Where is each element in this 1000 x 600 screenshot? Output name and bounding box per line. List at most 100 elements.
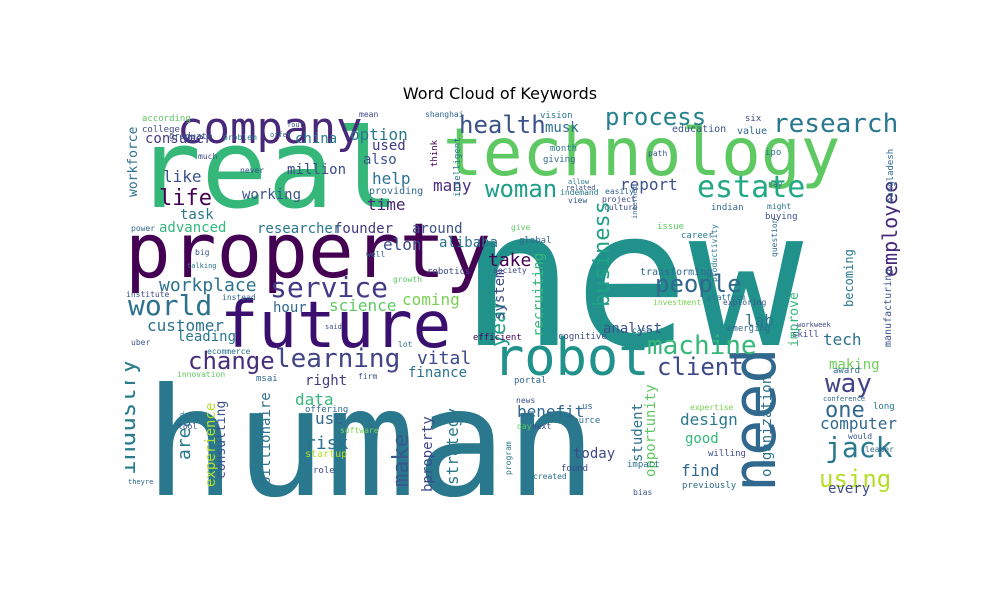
word-around: around <box>412 221 463 237</box>
word-machine: machine <box>647 331 757 361</box>
word-workforce: workforce <box>126 126 141 197</box>
word-related: related <box>566 184 596 192</box>
word-lab: lab <box>745 311 774 330</box>
word-employee: employee <box>878 181 900 277</box>
word-tool: tool <box>178 422 197 431</box>
word-estate: estate <box>697 170 805 205</box>
word-project: project <box>602 195 636 204</box>
word-elon: elon <box>383 235 422 254</box>
word-lot: lot <box>398 340 413 349</box>
word-startup: startup <box>305 449 347 460</box>
word-risk: risk <box>305 433 349 454</box>
word-growth: growth <box>393 275 422 284</box>
word-student: student <box>630 403 646 462</box>
word-computer: computer <box>820 414 897 433</box>
word-found: found <box>561 464 588 474</box>
word-real: real <box>135 107 400 233</box>
chart-title: Word Cloud of Keywords <box>402 84 598 103</box>
word-option: option <box>350 125 408 144</box>
word-previously: previously <box>682 481 737 491</box>
word-education: education <box>672 124 726 135</box>
word-experience: experience <box>203 403 219 487</box>
word-billionaire: billionaire <box>258 392 274 485</box>
word-right: right <box>305 373 347 389</box>
word-leader: leader <box>865 445 894 454</box>
word-award: award <box>833 366 860 376</box>
word-expertise: expertise <box>690 403 734 412</box>
word-view: view <box>568 196 587 205</box>
word-coming: coming <box>402 290 460 309</box>
word-advanced: advanced <box>159 220 226 236</box>
word-design: design <box>680 410 738 429</box>
word-emerging: emerging <box>727 324 770 334</box>
word-created: created <box>533 472 567 481</box>
word-process: process <box>605 107 706 131</box>
word-four: four <box>287 121 304 129</box>
word-never: never <box>240 166 264 175</box>
word-culture: culture <box>604 203 638 212</box>
word-bproperty: bproperty <box>420 416 436 492</box>
word-help: help <box>372 169 411 188</box>
word-working: working <box>242 187 301 203</box>
word-career: career <box>681 231 714 241</box>
word-consumer: consumer <box>145 131 212 147</box>
word-robot: robot <box>493 328 650 388</box>
word-giving: giving <box>543 155 576 165</box>
word-life: life <box>159 186 212 211</box>
word-task: task <box>180 207 214 223</box>
word-much: much <box>198 152 217 161</box>
word-health: health <box>459 111 546 139</box>
word-becoming: becoming <box>842 249 856 307</box>
word-data: data <box>295 390 334 409</box>
word-one: one <box>825 398 865 423</box>
word-software: software <box>340 426 379 435</box>
word-science: science <box>329 296 396 315</box>
word-also: also <box>363 152 397 168</box>
word-like: like <box>163 167 202 186</box>
word-property: property <box>125 206 491 295</box>
word-indian: indian <box>711 203 744 213</box>
word-drew: drew <box>180 411 198 419</box>
word-theyre: theyre <box>128 478 153 486</box>
word-bangladesh: bangladesh <box>886 149 896 203</box>
word-ipo: ipo <box>765 148 781 158</box>
word-mean: mean <box>359 110 378 119</box>
word-make: make <box>389 434 414 487</box>
word-researcher: researcher <box>257 221 341 237</box>
word-used: used <box>372 138 406 154</box>
word-report: report <box>620 175 678 194</box>
word-robotics: robotics <box>427 267 470 277</box>
word-problem: problem <box>223 133 257 142</box>
word-good: good <box>685 431 719 447</box>
word-million: million <box>287 162 346 178</box>
word-people: people <box>655 270 742 298</box>
word-opportunity: opportunity <box>643 384 659 477</box>
word-instead: instead <box>222 293 256 302</box>
word-musk: musk <box>545 120 579 136</box>
word-company: company <box>177 107 362 154</box>
word-take: take <box>488 250 531 271</box>
word-platform: platform <box>707 293 746 302</box>
word-institute: institute <box>126 290 170 299</box>
word-power: power <box>131 224 155 233</box>
word-founder: founder <box>334 221 393 237</box>
word-change: change <box>188 347 275 375</box>
word-customer: customer <box>147 316 224 335</box>
word-efficient: efficient <box>473 333 522 343</box>
word-improve: improve <box>787 292 802 347</box>
word-consulting: consulting <box>214 401 229 479</box>
word-every: every <box>828 481 870 497</box>
word-six: six <box>745 114 762 124</box>
word-strategy: strategy <box>443 408 462 485</box>
word-industry: industry <box>125 359 141 475</box>
word-issue: issue <box>657 222 684 232</box>
word-would: would <box>848 432 872 441</box>
word-conference: conference <box>823 395 865 403</box>
word-according: according <box>142 114 191 124</box>
word-month: month <box>550 144 577 154</box>
word-society: society <box>493 266 527 275</box>
word-transforming: transforming <box>640 267 712 278</box>
word-world: world <box>128 289 212 322</box>
word-time: time <box>367 195 406 214</box>
word-exploring: exploring <box>723 298 767 307</box>
